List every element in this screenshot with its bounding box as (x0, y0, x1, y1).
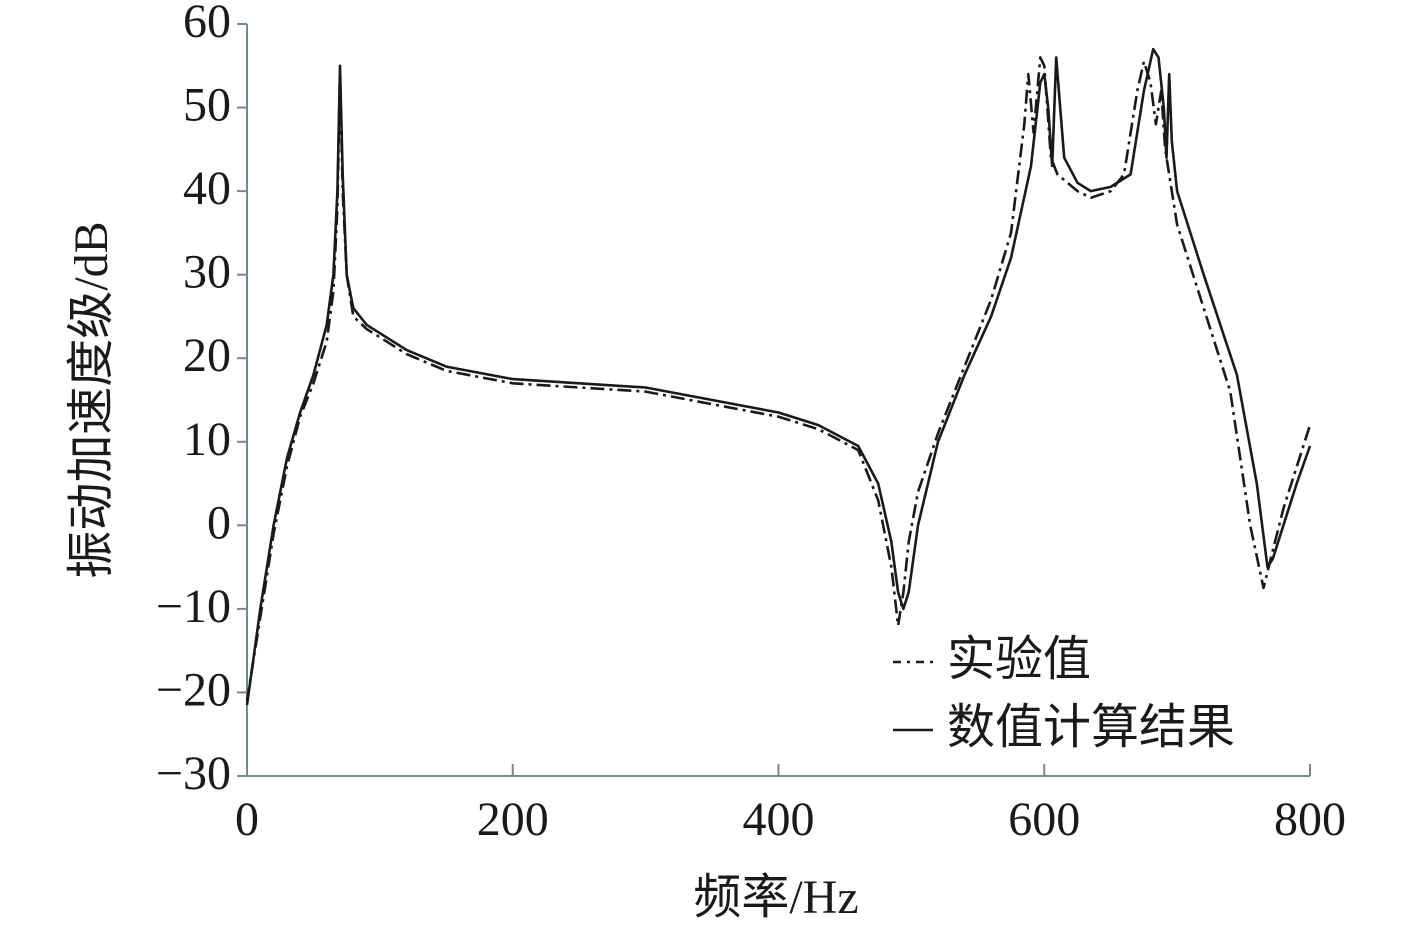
y-tick-label: 40 (183, 162, 231, 215)
y-tick-label: 10 (183, 413, 231, 466)
x-tick-label: 600 (1008, 793, 1080, 846)
legend-label: 数值计算结果 (947, 701, 1235, 754)
y-tick-label: −20 (156, 663, 231, 716)
y-tick-label: 30 (183, 246, 231, 299)
x-tick-label: 0 (235, 793, 259, 846)
x-axis-label: 频率/Hz (693, 871, 858, 924)
x-tick-label: 200 (477, 793, 549, 846)
x-tick-label: 800 (1274, 793, 1346, 846)
y-tick-label: −30 (156, 747, 231, 800)
series-line (245, 56, 1312, 702)
series-line (245, 47, 1312, 706)
y-tick-label: 20 (183, 329, 231, 382)
x-tick-label: 400 (743, 793, 815, 846)
legend-label: 实验值 (947, 633, 1091, 686)
y-axis-label: 振动加速度级/dB (65, 221, 118, 578)
y-tick-label: 0 (207, 496, 231, 549)
y-tick-label: 60 (183, 0, 231, 48)
y-tick-label: 50 (183, 79, 231, 132)
y-tick-label: −10 (156, 580, 231, 633)
